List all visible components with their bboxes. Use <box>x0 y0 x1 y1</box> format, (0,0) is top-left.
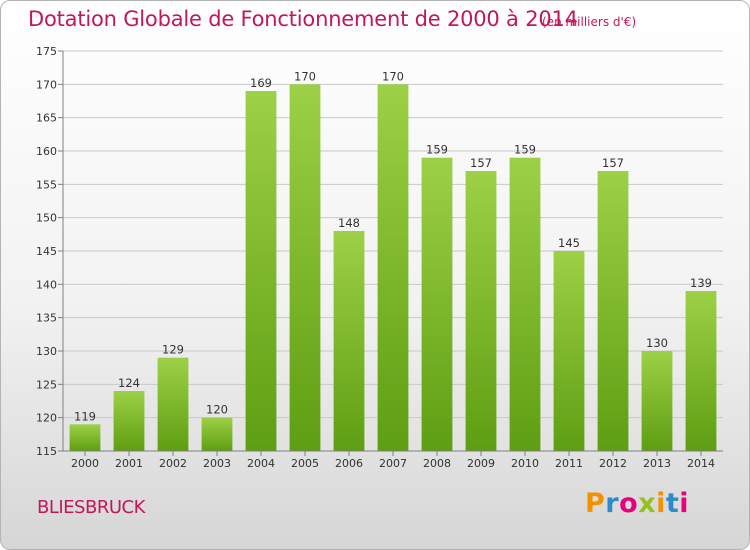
y-tick-label: 175 <box>36 45 57 58</box>
bar-value-label: 159 <box>426 143 448 157</box>
x-tick-label: 2013 <box>643 457 671 470</box>
x-tick-label: 2006 <box>335 457 363 470</box>
bar <box>377 84 409 451</box>
x-tick-label: 2008 <box>423 457 451 470</box>
bar-value-label: 139 <box>690 276 712 290</box>
x-tick-label: 2014 <box>687 457 715 470</box>
y-tick-label: 160 <box>36 145 57 158</box>
bars <box>69 84 717 451</box>
y-tick-label: 145 <box>36 245 57 258</box>
town-name: BLIESBRUCK <box>37 497 145 518</box>
bar-value-label: 129 <box>162 343 184 357</box>
bar <box>69 424 101 451</box>
x-tick-label: 2007 <box>379 457 407 470</box>
bar-value-label: 159 <box>514 143 536 157</box>
logo-letter: r <box>605 488 620 519</box>
logo-letter: o <box>619 488 639 519</box>
bar <box>685 291 717 451</box>
x-tick-label: 2005 <box>291 457 319 470</box>
bar-value-label: 170 <box>382 69 404 83</box>
bar-value-label: 130 <box>646 336 668 350</box>
chart-title: Dotation Globale de Fonctionnement de 20… <box>28 7 578 31</box>
bar <box>553 251 585 451</box>
bar <box>641 351 673 451</box>
x-tick-label: 2009 <box>467 457 495 470</box>
x-tick-label: 2012 <box>599 457 627 470</box>
chart-subtitle: (en milliers d'€) <box>542 15 637 29</box>
bar-value-label: 119 <box>74 409 96 423</box>
bar <box>333 231 365 451</box>
bar <box>597 171 629 451</box>
y-tick-label: 140 <box>36 278 57 291</box>
y-tick-label: 115 <box>36 445 57 458</box>
logo-letter: P <box>585 488 606 519</box>
logo-letter: i <box>656 488 666 519</box>
y-tick-label: 125 <box>36 378 57 391</box>
bar-value-label: 145 <box>558 236 580 250</box>
x-tick-label: 2001 <box>115 457 143 470</box>
logo-letter: t <box>665 488 680 519</box>
x-tick-label: 2011 <box>555 457 583 470</box>
bar <box>289 84 321 451</box>
labels: 115 120 125 130 135 140 145 150 155 160 165 170 175 1… <box>36 45 715 470</box>
bar-value-label: 120 <box>206 403 228 417</box>
bar-value-label: 157 <box>602 156 624 170</box>
bar <box>509 157 541 451</box>
x-tick-label: 2003 <box>203 457 231 470</box>
y-tick-label: 155 <box>36 178 57 191</box>
axes <box>58 50 723 456</box>
bar <box>245 91 277 451</box>
y-tick-label: 165 <box>36 112 57 125</box>
x-tick-label: 2002 <box>159 457 187 470</box>
y-tick-label: 170 <box>36 78 57 91</box>
x-tick-label: 2000 <box>71 457 99 470</box>
bar <box>465 171 497 451</box>
bar-value-label: 169 <box>250 76 272 90</box>
x-tick-label: 2010 <box>511 457 539 470</box>
bar <box>421 157 453 451</box>
proxiti-logo: Proxiti <box>585 488 689 519</box>
bar <box>201 417 233 451</box>
bar-value-label: 157 <box>470 156 492 170</box>
bar <box>157 357 189 451</box>
logo-letter: i <box>679 488 690 519</box>
bar <box>113 391 145 451</box>
bar-value-label: 170 <box>294 69 316 83</box>
logo-letter: x <box>638 488 657 519</box>
y-tick-label: 150 <box>36 212 57 225</box>
y-tick-label: 120 <box>36 412 57 425</box>
y-tick-label: 135 <box>36 312 57 325</box>
x-tick-label: 2004 <box>247 457 275 470</box>
bar-value-label: 148 <box>338 216 360 230</box>
bar-value-label: 124 <box>118 376 140 390</box>
y-tick-label: 130 <box>36 345 57 358</box>
